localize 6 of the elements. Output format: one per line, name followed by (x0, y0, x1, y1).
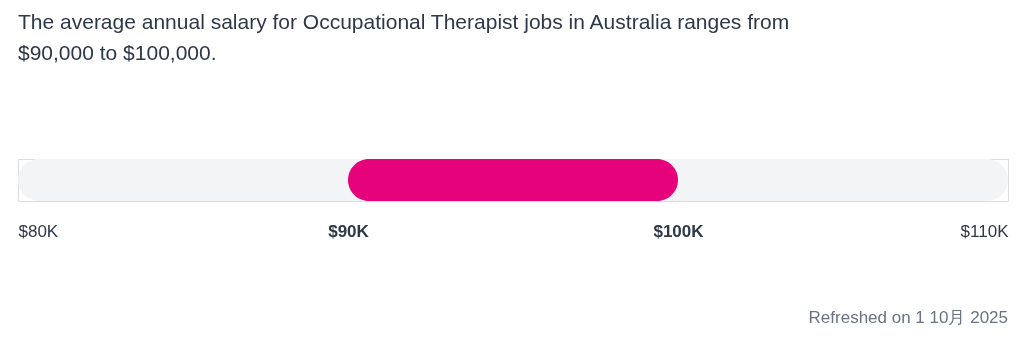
x-tick-label: $90K (328, 221, 370, 241)
text: Refreshed on 1 10月 2025 (808, 308, 1008, 327)
x-tick-label: $80K (18, 221, 59, 241)
chart-title: The average annual salary for Occupational Therapist jobs in Australia ranges from $90,000 to $100,000. (18, 10, 790, 64)
x-tick-label: $110K (960, 221, 1010, 241)
x-tick-label: $100K (653, 221, 705, 241)
